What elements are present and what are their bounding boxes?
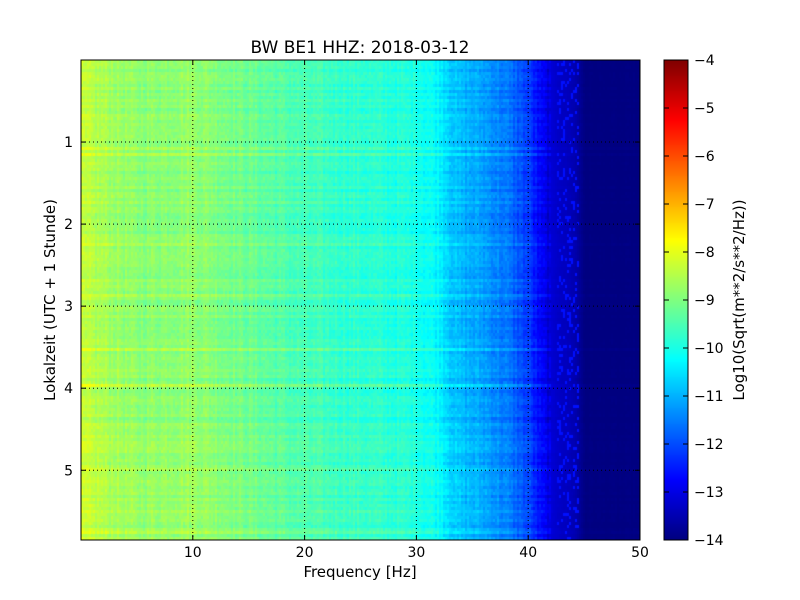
colorbar-label: Log10(Sqrt(m**2/s**2/Hz)) xyxy=(730,199,748,400)
x-tick-label: 40 xyxy=(519,545,537,561)
colorbar-tick-label: −9 xyxy=(694,293,715,309)
y-axis-label: Lokalzeit (UTC + 1 Stunde) xyxy=(41,199,59,401)
x-tick-label: 10 xyxy=(184,545,202,561)
y-tick-label: 3 xyxy=(64,299,73,315)
colorbar-tick-label: −6 xyxy=(694,149,715,165)
colorbar-tick-label: −8 xyxy=(694,245,715,261)
grid xyxy=(81,60,640,540)
colorbar-tick-label: −14 xyxy=(694,533,724,549)
colorbar-axis: −14 −13 −12 −11 −10 −9 −8 −7 −6 −5 −4 xyxy=(664,53,724,549)
colorbar-tick-label: −4 xyxy=(694,53,715,69)
colorbar-tick-label: −5 xyxy=(694,101,715,117)
y-tick-label: 5 xyxy=(64,463,73,479)
spectrogram-image xyxy=(81,60,640,540)
x-tick-label: 50 xyxy=(631,545,649,561)
y-tick-label: 4 xyxy=(64,381,73,397)
colorbar-tick-label: −10 xyxy=(694,341,724,357)
colorbar-tick-label: −12 xyxy=(694,437,724,453)
y-tick-label: 2 xyxy=(64,217,73,233)
colorbar-tick-label: −7 xyxy=(694,197,715,213)
y-tick-label: 1 xyxy=(64,135,73,151)
y-axis: 1 2 3 4 5 xyxy=(64,135,640,479)
plot-frame xyxy=(80,59,641,541)
colorbar-tick-label: −13 xyxy=(694,485,724,501)
x-tick-label: 30 xyxy=(407,545,425,561)
colorbar-tick-label: −11 xyxy=(694,389,724,405)
chart-title: BW BE1 HHZ: 2018-03-12 xyxy=(250,38,469,58)
x-axis: 10 20 30 40 50 xyxy=(184,60,649,561)
x-tick-label: 20 xyxy=(296,545,314,561)
x-axis-label: Frequency [Hz] xyxy=(303,563,416,581)
